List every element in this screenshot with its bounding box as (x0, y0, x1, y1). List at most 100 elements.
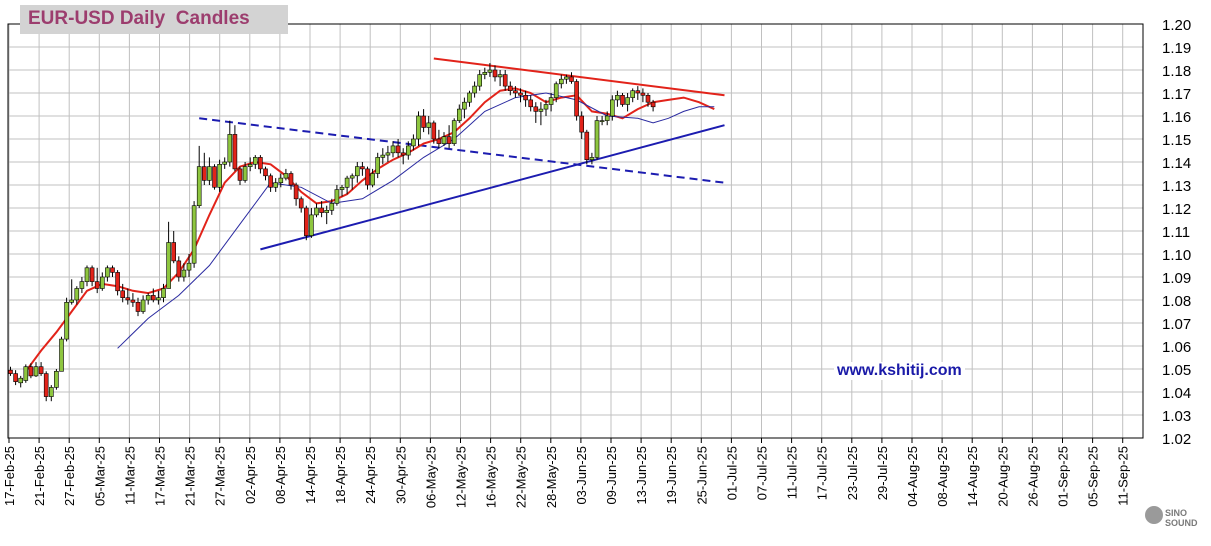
x-tick-label: 27-Feb-25 (62, 446, 77, 506)
bear-candle-body (110, 267, 115, 273)
x-tick-label: 21-Mar-25 (183, 446, 198, 506)
bear-candle-body (436, 138, 442, 144)
x-tick-label: 07-Jul-25 (755, 446, 770, 500)
bull-candle-body (283, 173, 289, 179)
bull-candle-body (59, 338, 64, 372)
bull-candle-body (309, 214, 314, 236)
bear-candle-body (395, 145, 401, 154)
bear-candle-body (94, 281, 100, 289)
bear-candle-body (125, 297, 131, 301)
watermark-url: www.kshitij.com (834, 362, 965, 380)
bull-candle-body (339, 187, 345, 190)
y-tick-label: 1.17 (1162, 86, 1191, 103)
bear-candle-body (446, 136, 452, 144)
bear-candle-body (130, 299, 136, 303)
title-box (20, 5, 288, 34)
bear-candle-body (115, 272, 120, 292)
bear-candle-body (421, 115, 426, 128)
x-tick-label: 01-Jul-25 (724, 446, 739, 500)
bull-candle-body (370, 173, 375, 186)
x-tick-label: 30-Apr-25 (393, 446, 408, 504)
bear-candle-body (151, 295, 156, 301)
bull-candle-body (84, 267, 90, 282)
bear-candle-body (232, 134, 238, 170)
bull-candle-body (451, 120, 457, 144)
x-tick-label: 23-Jul-25 (845, 446, 860, 500)
x-tick-label: 22-May-25 (514, 446, 529, 508)
bear-candle-body (640, 92, 646, 96)
bear-candle-body (202, 166, 207, 181)
bull-candle-body (615, 95, 620, 101)
bull-candle-body (472, 85, 477, 94)
dashed-trendline (199, 117, 725, 184)
bull-candle-body (273, 182, 279, 188)
x-tick-label: 18-Apr-25 (333, 446, 348, 504)
bull-candle-body (462, 101, 467, 110)
x-tick-label: 16-May-25 (484, 446, 499, 508)
bull-candle-body (390, 145, 396, 154)
bear-candle-body (569, 76, 574, 82)
bull-candle-body (482, 72, 488, 75)
bull-candle-body (334, 189, 340, 204)
bull-candle-body (487, 69, 493, 73)
bear-candle-body (507, 85, 513, 91)
y-tick-label: 1.16 (1162, 109, 1191, 126)
bull-candle-body (247, 164, 253, 167)
bull-candle-body (278, 177, 284, 184)
trendline (260, 124, 725, 251)
bull-candle-body (329, 203, 335, 211)
bull-candle-body (156, 297, 161, 301)
brand-logo: SINO SOUND (1145, 504, 1205, 542)
x-tick-label: 08-Apr-25 (273, 446, 288, 504)
bull-candle-body (166, 242, 171, 289)
y-tick-label: 1.08 (1162, 293, 1191, 310)
x-tick-label: 08-Aug-25 (935, 446, 950, 507)
y-tick-label: 1.06 (1162, 339, 1191, 356)
x-tick-label: 28-May-25 (544, 446, 559, 508)
x-tick-label: 11-Mar-25 (122, 446, 137, 505)
bear-candle-body (533, 106, 539, 112)
bull-candle-body (599, 120, 605, 122)
x-tick-label: 21-Feb-25 (32, 446, 47, 506)
bear-candle-body (293, 184, 299, 200)
bear-candle-body (528, 99, 534, 108)
bull-candle-body (426, 122, 432, 128)
x-tick-label: 29-Jul-25 (875, 446, 890, 500)
bull-candle-body (145, 295, 151, 301)
bear-candle-body (303, 207, 309, 236)
x-tick-label: 14-Apr-25 (303, 446, 318, 504)
x-tick-label: 27-Mar-25 (213, 446, 228, 506)
bull-candle-body (456, 108, 462, 121)
bear-candle-body (360, 166, 365, 170)
bear-candle-body (176, 260, 182, 278)
x-tick-label: 13-Jun-25 (634, 446, 649, 505)
bull-candle-body (385, 152, 391, 156)
bull-candle-body (23, 366, 29, 381)
bull-candle-body (100, 276, 105, 289)
bull-candle-body (48, 387, 54, 397)
bull-candle-body (497, 74, 503, 78)
bull-candle-body (64, 301, 69, 340)
logo-icon (1145, 506, 1163, 524)
bull-candle-body (349, 175, 355, 179)
bull-candle-body (181, 269, 187, 278)
x-axis-labels: 17-Feb-25 21-Feb-25 27-Feb-25 05-Mar-25 11-M… (2, 446, 1131, 508)
x-tick-label: 11-Sep-25 (1116, 446, 1131, 506)
bull-candle-body (33, 366, 39, 377)
bear-candle-body (650, 101, 656, 108)
x-tick-label: 09-Jun-25 (604, 446, 619, 505)
bull-candle-body (140, 299, 146, 312)
bear-candle-body (43, 373, 49, 397)
bear-candle-body (288, 173, 294, 186)
bull-candle-body (467, 92, 472, 103)
bull-candle-body (74, 288, 80, 301)
bear-candle-body (584, 131, 590, 161)
bear-candle-body (171, 242, 176, 262)
x-tick-label: 01-Sep-25 (1056, 446, 1071, 507)
bull-candle-body (196, 166, 202, 207)
bull-candle-body (69, 299, 74, 303)
bear-candle-body (400, 152, 406, 156)
bear-candle-body (319, 207, 324, 213)
bear-candle-body (120, 290, 125, 298)
